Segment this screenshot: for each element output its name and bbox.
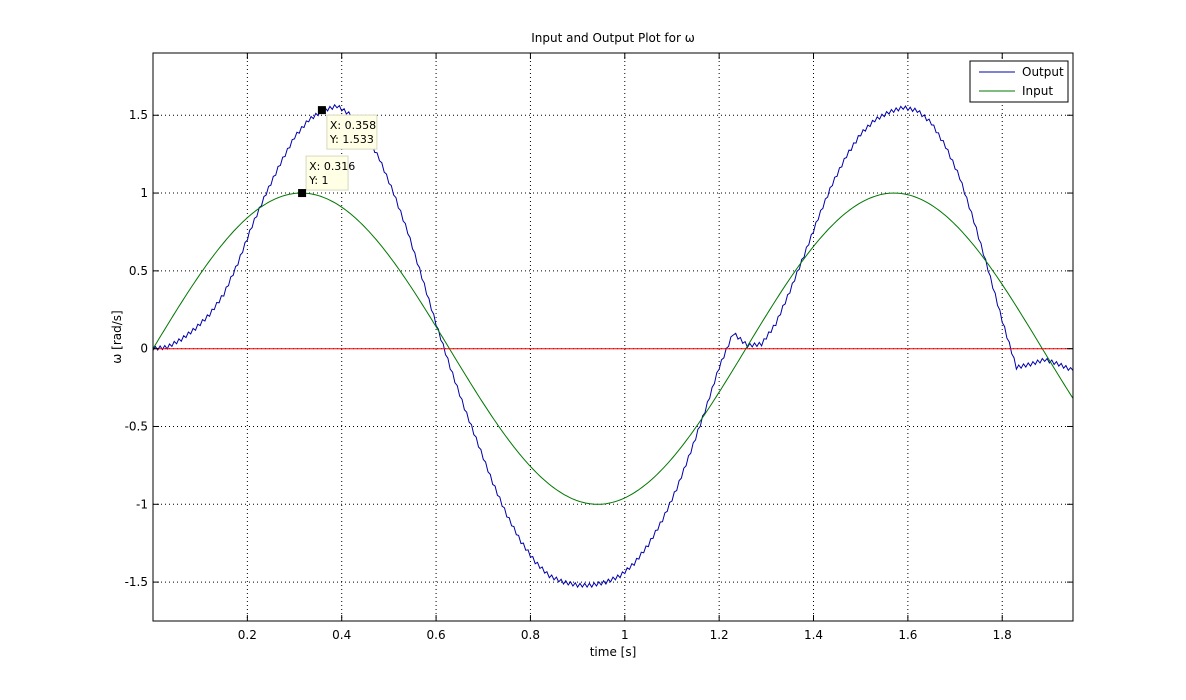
- x-tick-label: 0.6: [427, 628, 446, 642]
- data-tip-x-label: X: 0.358: [330, 119, 376, 132]
- x-tick-label: 1: [621, 628, 629, 642]
- data-tip-box: [326, 114, 378, 150]
- data-tip-marker[interactable]: [298, 189, 307, 198]
- y-tick-label: -0.5: [125, 419, 148, 433]
- y-tick-label: 0.5: [129, 264, 148, 278]
- data-tip-box: [305, 155, 349, 191]
- data-tip-y-label: Y: 1.533: [329, 133, 374, 146]
- legend[interactable]: Output Input: [969, 60, 1069, 103]
- tick-layer: 0.2 0.4 0.6 0.8 1 1.2 1.4 1.6 1.8 -1.5 -1 -0.5 0 0.5 1…: [125, 53, 1073, 642]
- x-tick-label: 0.4: [332, 628, 351, 642]
- x-tick-label: 1.6: [898, 628, 917, 642]
- data-tip-marker[interactable]: [317, 106, 326, 115]
- output-series-line: [153, 103, 1073, 589]
- y-tick-label: -1.5: [125, 575, 148, 589]
- plot-area[interactable]: 0.2 0.4 0.6 0.8 1 1.2 1.4 1.6 1.8 -1.5 -1 -0.5 0 0.5 1…: [125, 52, 1074, 642]
- axes-box: [152, 52, 1074, 622]
- y-tick-label: 1.5: [129, 108, 148, 122]
- x-tick-label: 1.8: [993, 628, 1012, 642]
- x-axis-label: time [s]: [590, 645, 637, 659]
- data-tip-x-label: X: 0.316: [309, 160, 355, 173]
- x-tick-label: 1.2: [710, 628, 729, 642]
- y-tick-label: 0: [140, 342, 148, 356]
- x-tick-label: 0.2: [238, 628, 257, 642]
- chart-title: Input and Output Plot for ω: [531, 31, 695, 45]
- input-series-line: [153, 192, 1073, 505]
- axes-background: [153, 53, 1073, 621]
- x-tick-label: 1.4: [804, 628, 823, 642]
- grid-layer: [153, 53, 1073, 621]
- x-tick-label: 0.8: [521, 628, 540, 642]
- legend-output-label: Output: [1022, 65, 1064, 79]
- y-axis-label: ω [rad/s]: [110, 310, 124, 363]
- data-tip-y-label: Y: 1: [308, 174, 328, 187]
- legend-box: [969, 60, 1069, 103]
- y-tick-label: -1: [136, 497, 148, 511]
- legend-input-label: Input: [1022, 84, 1053, 98]
- y-tick-label: 1: [140, 186, 148, 200]
- series-layer: [153, 103, 1073, 589]
